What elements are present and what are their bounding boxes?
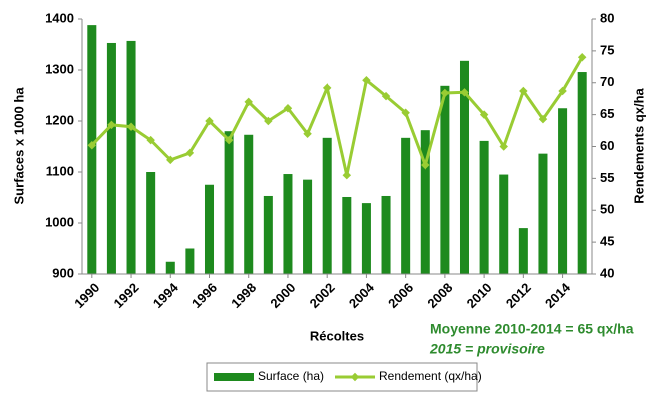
marker: [322, 83, 332, 93]
marker: [303, 129, 312, 138]
bar: [401, 137, 411, 274]
y2-axis-title: Rendements qx/ha: [631, 87, 646, 203]
bar: [479, 140, 489, 274]
bar: [322, 137, 332, 274]
marker: [342, 170, 352, 180]
bar: [342, 196, 352, 274]
x-tick-label: 1992: [111, 280, 142, 311]
bar: [204, 184, 215, 274]
x-tick-label: 2000: [267, 280, 298, 311]
marker: [283, 104, 293, 113]
y-tick-label: 1100: [46, 163, 74, 178]
x-tick-label: 2004: [346, 279, 378, 311]
bar: [283, 174, 293, 274]
bar: [303, 179, 313, 274]
marker: [185, 148, 195, 158]
bar: [440, 85, 450, 274]
marker: [479, 110, 489, 119]
x-axis-title: Récoltes: [310, 328, 364, 343]
marker: [146, 135, 155, 145]
bar: [126, 40, 136, 275]
y2-tick-label: 80: [600, 10, 614, 25]
y2-tick-label: 55: [600, 170, 614, 185]
bar: [361, 203, 371, 274]
annotation: 2015 = provisoire: [429, 341, 545, 357]
marker: [205, 116, 214, 126]
y-axis-title: Surfaces x 1000 ha: [11, 87, 26, 205]
legend-label: Rendement (qx/ha): [379, 369, 482, 383]
bar: [185, 248, 195, 274]
bar: [420, 130, 430, 274]
x-tick-label: 2002: [307, 280, 338, 311]
bar: [244, 134, 254, 274]
legend-marker: [350, 372, 360, 382]
y-tick-label: 1000: [45, 214, 74, 229]
marker: [87, 140, 97, 150]
x-tick-label: 1990: [71, 280, 102, 311]
marker: [401, 108, 410, 117]
x-tick-label: 2014: [542, 279, 574, 311]
x-tick-label: 2008: [424, 280, 455, 311]
y2-tick-label: 65: [600, 106, 614, 121]
x-tick-label: 1996: [189, 280, 220, 311]
bar: [224, 131, 234, 274]
legend-swatch: [214, 373, 254, 381]
y2-tick-label: 70: [600, 74, 614, 89]
marker: [126, 122, 136, 131]
bar: [381, 195, 391, 274]
bar: [87, 25, 97, 275]
bar: [538, 153, 548, 274]
marker: [499, 142, 508, 151]
bar: [263, 195, 273, 274]
x-tick-label: 2010: [464, 280, 495, 311]
marker: [107, 120, 116, 130]
marker: [166, 155, 175, 165]
bar: [518, 228, 528, 274]
marker: [421, 160, 430, 170]
legend-label: Surface (ha): [258, 369, 324, 383]
x-tick-label: 1998: [228, 280, 259, 311]
bar: [165, 261, 175, 274]
marker: [381, 91, 391, 101]
marker: [224, 135, 234, 145]
x-tick-label: 2006: [385, 280, 416, 311]
line: [90, 56, 584, 176]
annotation: Moyenne 2010-2014 = 65 qx/ha: [430, 321, 634, 337]
bar: [558, 108, 568, 274]
legend-box: [206, 362, 478, 392]
y-tick-label: 900: [52, 265, 74, 280]
marker: [264, 116, 273, 126]
bar: [146, 172, 156, 274]
x-tick-label: 2012: [503, 280, 534, 311]
y2-tick-label: 45: [600, 234, 614, 249]
bar: [577, 72, 587, 274]
marker: [440, 88, 450, 98]
y2-tick-label: 75: [600, 42, 614, 57]
bar: [459, 60, 470, 274]
y2-tick-label: 50: [600, 202, 614, 217]
y-tick-label: 1400: [45, 10, 74, 25]
marker: [244, 97, 253, 107]
y2-tick-label: 40: [600, 265, 614, 280]
y2-tick-label: 60: [600, 138, 614, 153]
bar: [106, 42, 116, 274]
y-tick-label: 1300: [45, 61, 74, 76]
x-tick-label: 1994: [150, 279, 182, 311]
marker: [460, 88, 469, 97]
marker: [362, 75, 371, 85]
y-tick-label: 1200: [45, 112, 74, 127]
bar: [499, 174, 509, 274]
